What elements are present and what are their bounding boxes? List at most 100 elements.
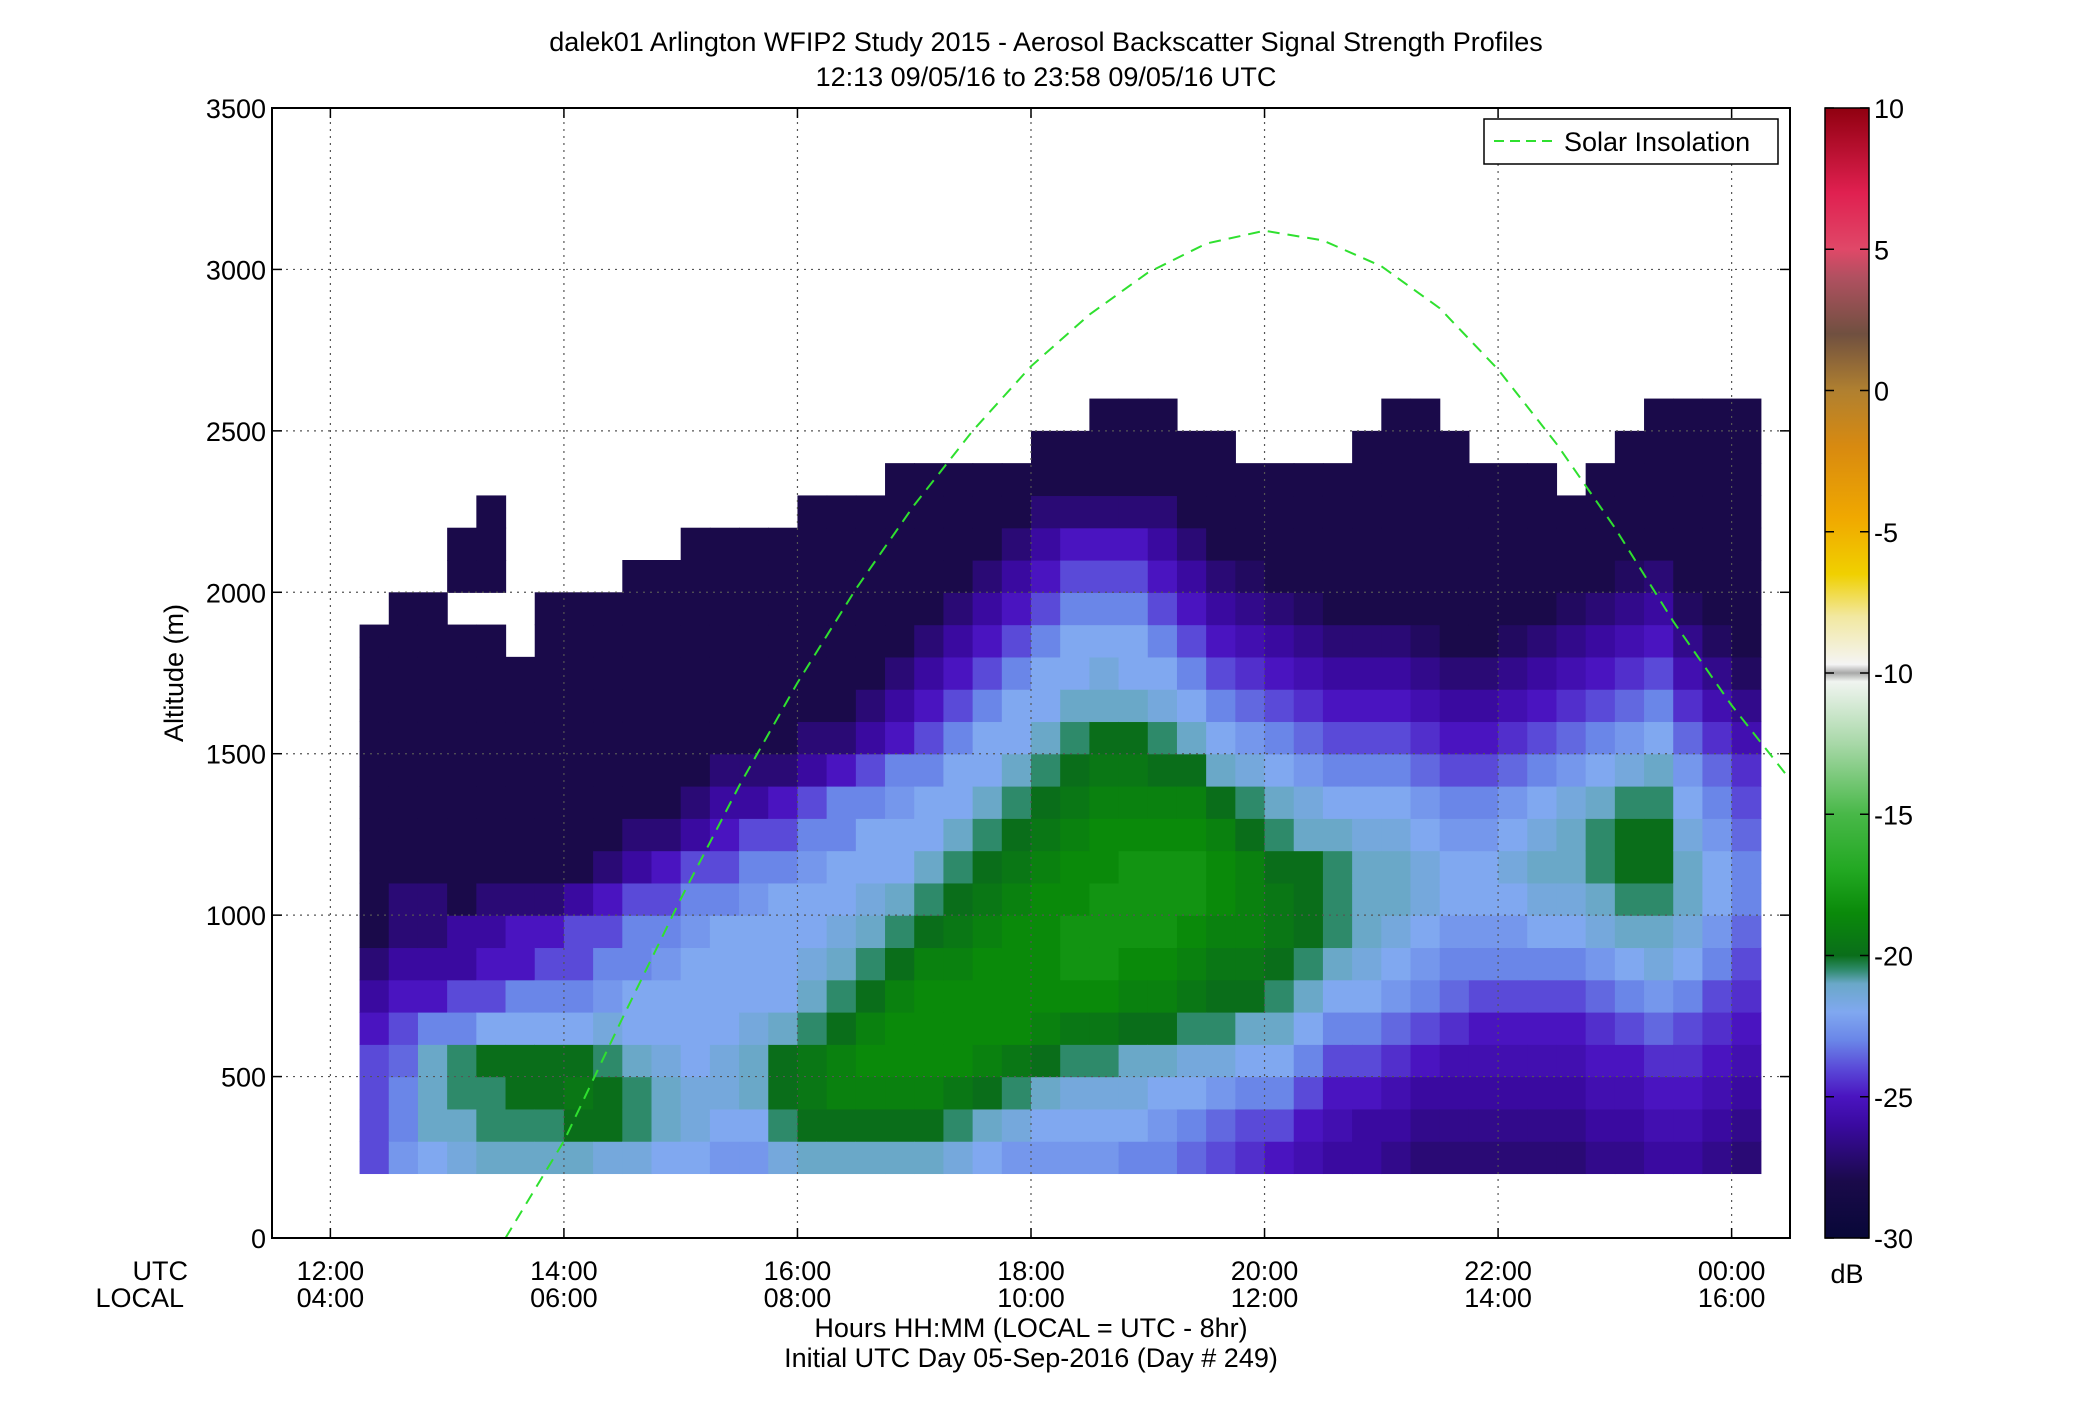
heatmap-cell — [651, 850, 682, 884]
heatmap-cell — [1206, 818, 1236, 852]
heatmap-cell — [1118, 527, 1149, 561]
heatmap-cell — [1585, 915, 1616, 949]
heatmap-cell — [1498, 1076, 1528, 1110]
heatmap-cell — [1731, 947, 1762, 981]
heatmap-cell — [1206, 786, 1236, 819]
heatmap-cell — [1731, 1044, 1762, 1078]
heatmap-cell — [797, 721, 828, 755]
heatmap-cell — [1498, 947, 1528, 981]
heatmap-cell — [1176, 1044, 1207, 1078]
heatmap-cell — [476, 786, 507, 819]
heatmap-cell — [1235, 656, 1266, 690]
heatmap-cell — [1322, 915, 1353, 949]
heatmap-cell — [797, 689, 828, 723]
heatmap-cell — [651, 786, 682, 819]
heatmap-cell — [826, 882, 857, 916]
heatmap-cell — [651, 656, 682, 690]
heatmap-cell — [1410, 915, 1441, 949]
heatmap-cell — [1352, 818, 1382, 852]
heatmap-cell — [1439, 1044, 1470, 1078]
heatmap-cell — [1527, 527, 1558, 561]
heatmap-cell — [1147, 721, 1178, 755]
heatmap-cell — [768, 1012, 799, 1045]
colorbar-tick-label: -10 — [1874, 659, 1913, 689]
heatmap-cell — [417, 1012, 448, 1045]
heatmap-cell — [1498, 818, 1528, 852]
heatmap-cell — [885, 592, 915, 626]
heatmap-cell — [1264, 979, 1295, 1013]
heatmap-cell — [739, 850, 769, 884]
heatmap-cell — [593, 818, 623, 852]
heatmap-cell — [1556, 1044, 1587, 1078]
heatmap-cell — [1322, 850, 1353, 884]
heatmap-cell — [1673, 915, 1704, 949]
heatmap-cell — [943, 915, 974, 949]
heatmap-cell — [680, 721, 711, 755]
heatmap-cell — [1264, 882, 1295, 916]
heatmap-cell — [1147, 495, 1178, 529]
heatmap-cell — [885, 689, 915, 723]
heatmap-cell — [1585, 786, 1616, 819]
chart-title: dalek01 Arlington WFIP2 Study 2015 - Aer… — [549, 27, 1543, 57]
heatmap-cell — [1352, 979, 1382, 1013]
heatmap-cell — [972, 560, 1003, 593]
heatmap-cell — [1089, 1108, 1120, 1142]
heatmap-cell — [505, 753, 536, 787]
heatmap-cell — [1322, 656, 1353, 690]
heatmap-cell — [739, 753, 769, 787]
heatmap-cell — [1468, 495, 1499, 529]
heatmap-cell — [1293, 527, 1324, 561]
heatmap-cell — [563, 882, 594, 916]
heatmap-cell — [1176, 495, 1207, 529]
heatmap-cell — [1235, 915, 1266, 949]
heatmap-cell — [1352, 1108, 1382, 1142]
heatmap-cell — [534, 786, 565, 819]
heatmap-cell — [1468, 947, 1499, 981]
heatmap-cells — [359, 398, 1762, 1175]
heatmap-cell — [1556, 624, 1587, 658]
heatmap-cell — [1702, 947, 1733, 981]
heatmap-cell — [885, 1108, 915, 1142]
heatmap-cell — [943, 850, 974, 884]
heatmap-cell — [1001, 786, 1032, 819]
heatmap-cell — [1264, 463, 1295, 497]
heatmap-cell — [943, 786, 974, 819]
heatmap-cell — [1644, 1076, 1674, 1110]
heatmap-cell — [1206, 1012, 1236, 1045]
x-tick-label-utc: 22:00 — [1464, 1256, 1532, 1286]
heatmap-cell — [534, 1076, 565, 1110]
heatmap-cell — [1031, 1044, 1061, 1078]
heatmap-cell — [622, 915, 653, 949]
heatmap-cell — [1322, 753, 1353, 787]
heatmap-cell — [768, 721, 799, 755]
heatmap-cell — [885, 882, 915, 916]
heatmap-cell — [826, 979, 857, 1013]
heatmap-cell — [1147, 656, 1178, 690]
heatmap-cell — [1089, 560, 1120, 593]
heatmap-cell — [1147, 947, 1178, 981]
heatmap-cell — [1556, 915, 1587, 949]
heatmap-cell — [1031, 495, 1061, 529]
heatmap-cell — [1702, 527, 1733, 561]
heatmap-cell — [447, 560, 477, 593]
heatmap-cell — [826, 1076, 857, 1110]
heatmap-cell — [1147, 560, 1178, 593]
heatmap-cell — [1644, 689, 1674, 723]
heatmap-cell — [826, 818, 857, 852]
heatmap-cell — [914, 947, 945, 981]
heatmap-cell — [1527, 753, 1558, 787]
heatmap-cell — [1439, 915, 1470, 949]
heatmap-cell — [1031, 947, 1061, 981]
heatmap-cell — [855, 753, 886, 787]
heatmap-cell — [388, 850, 419, 884]
heatmap-cell — [1352, 1076, 1382, 1110]
heatmap-cell — [1264, 915, 1295, 949]
heatmap-cell — [1001, 527, 1032, 561]
heatmap-cell — [1206, 882, 1236, 916]
heatmap-cell — [1147, 430, 1178, 464]
heatmap-cell — [1614, 947, 1645, 981]
heatmap-cell — [1439, 624, 1470, 658]
heatmap-cell — [739, 656, 769, 690]
heatmap-cell — [476, 656, 507, 690]
colorbar-tick-label: -25 — [1874, 1083, 1913, 1113]
